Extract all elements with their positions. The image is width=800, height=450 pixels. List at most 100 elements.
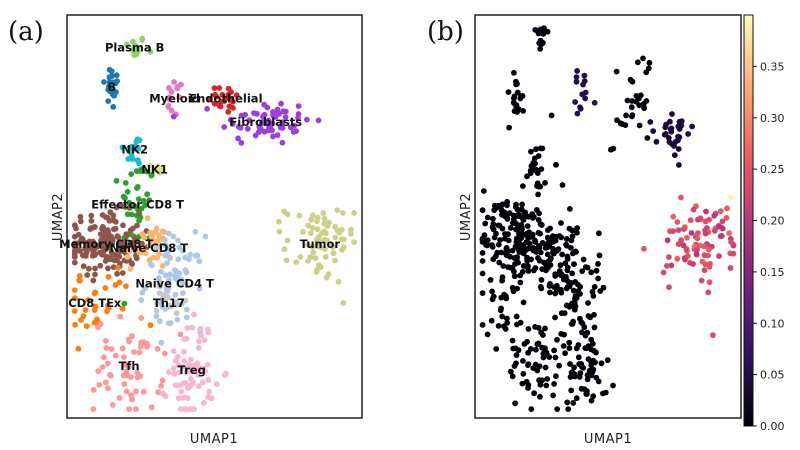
- point-expression: [502, 235, 508, 242]
- point-expression: [502, 326, 509, 332]
- point-expression: [535, 191, 541, 198]
- point-tumor: [284, 237, 291, 244]
- point-expression: [525, 245, 532, 252]
- point-expression: [563, 302, 570, 309]
- point-fibroblasts: [227, 117, 234, 123]
- point-tfh: [154, 345, 161, 352]
- point-th17: [164, 294, 171, 301]
- point-expression: [513, 352, 520, 358]
- point-expression: [533, 207, 540, 213]
- point-expression: [584, 264, 591, 271]
- cluster-label-tumor: Tumor: [300, 237, 341, 251]
- point-expression: [646, 59, 653, 66]
- point-tfh: [123, 388, 130, 395]
- point-expression: [480, 188, 487, 194]
- point-expression: [507, 224, 514, 231]
- point-expression: [534, 341, 541, 348]
- point-nk2: [135, 146, 142, 152]
- point-expression: [585, 313, 592, 319]
- point-expression: [537, 45, 544, 52]
- point-expression: [706, 263, 713, 270]
- point-expression: [525, 326, 532, 332]
- point-endothelial: [206, 95, 213, 102]
- point-tumor: [312, 255, 319, 261]
- point-fibroblasts: [274, 106, 281, 113]
- point-expression: [662, 124, 669, 131]
- point-tumor: [339, 236, 345, 243]
- point-cd8-tex: [115, 265, 121, 271]
- point-nk2: [134, 136, 141, 143]
- point-expression: [710, 332, 716, 339]
- point-expression: [520, 299, 527, 306]
- point-expression: [540, 332, 546, 338]
- point-expression: [479, 236, 486, 243]
- point-naive-cd4-t: [165, 253, 172, 260]
- point-expression: [536, 40, 543, 46]
- point-effector-cd8-t: [124, 188, 131, 195]
- point-expression: [624, 97, 631, 104]
- point-naive-cd4-t: [194, 252, 201, 259]
- point-tfh: [117, 313, 124, 320]
- point-expression: [567, 206, 573, 212]
- point-expression: [493, 253, 499, 260]
- point-expression: [499, 201, 506, 208]
- point-treg: [177, 406, 184, 412]
- point-treg: [200, 400, 207, 406]
- point-tfh: [102, 337, 109, 344]
- point-expression: [514, 321, 520, 328]
- point-expression: [479, 207, 486, 214]
- point-expression: [511, 273, 518, 280]
- point-cd8-tex: [91, 290, 98, 297]
- point-expression: [489, 296, 496, 303]
- point-expression: [578, 319, 585, 326]
- point-fibroblasts: [204, 105, 211, 112]
- point-memory-cd8-t: [111, 257, 118, 264]
- point-treg: [205, 377, 212, 383]
- point-memory-cd8-t: [88, 212, 95, 219]
- point-expression: [598, 360, 605, 367]
- point-memory-cd8-t: [126, 204, 133, 211]
- point-tfh: [133, 388, 139, 395]
- point-expression: [678, 118, 685, 125]
- point-expression: [564, 264, 571, 271]
- point-tfh: [104, 360, 111, 367]
- point-expression: [552, 290, 559, 297]
- point-naive-cd4-t: [167, 271, 173, 278]
- point-naive-cd4-t: [153, 313, 160, 320]
- point-expression: [699, 258, 706, 265]
- point-expression: [641, 105, 648, 111]
- point-endothelial: [225, 91, 232, 98]
- point-expression: [573, 345, 580, 352]
- point-tfh: [126, 406, 132, 412]
- point-expression: [703, 208, 709, 215]
- point-expression: [676, 162, 682, 168]
- point-expression: [517, 279, 524, 286]
- point-fibroblasts: [270, 133, 276, 140]
- point-fibroblasts: [282, 114, 289, 120]
- point-naive-cd4-t: [172, 291, 179, 298]
- point-fibroblasts: [274, 132, 281, 139]
- point-expression: [575, 354, 582, 361]
- point-expression: [532, 27, 539, 33]
- cluster-label-tfh: Tfh: [118, 359, 139, 373]
- point-expression: [564, 256, 571, 262]
- point-expression: [563, 274, 569, 280]
- point-tumor: [297, 254, 304, 260]
- point-effector-cd8-t: [138, 166, 145, 173]
- point-expression: [550, 392, 556, 399]
- point-expression: [698, 277, 705, 284]
- point-expression: [533, 146, 539, 153]
- point-expression: [542, 241, 548, 248]
- point-naive-cd4-t: [170, 233, 177, 240]
- point-expression: [590, 340, 596, 347]
- point-expression: [493, 346, 500, 352]
- point-plasma-b: [132, 42, 139, 49]
- point-expression: [577, 291, 583, 297]
- point-naive-cd4-t: [175, 256, 182, 263]
- point-expression: [690, 261, 696, 267]
- point-expression: [528, 148, 534, 155]
- point-tfh: [138, 315, 145, 321]
- point-cd8-tex: [72, 321, 78, 328]
- point-expression: [628, 104, 635, 111]
- cluster-label-endothelial: Endothelial: [189, 92, 262, 106]
